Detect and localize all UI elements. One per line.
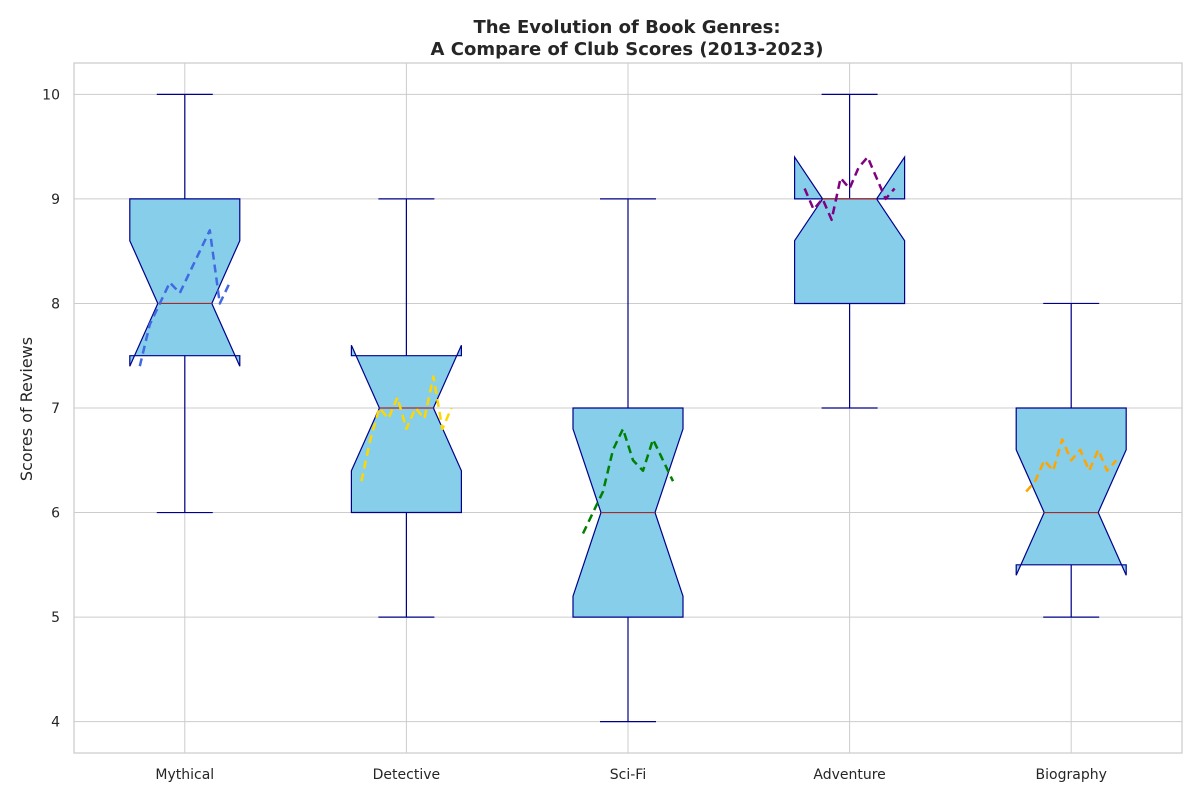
y-tick-label: 8 xyxy=(51,296,60,312)
y-tick-label: 9 xyxy=(51,192,60,208)
plot-frame xyxy=(73,62,1183,754)
x-tick-label: Mythical xyxy=(155,767,214,783)
box-adventure xyxy=(793,93,906,409)
box-sci-fi xyxy=(572,198,684,723)
trend-line-adventure xyxy=(803,155,896,222)
boxes xyxy=(129,93,1127,723)
y-axis-label: Scores of Reviews xyxy=(17,337,36,481)
x-tick-label: Biography xyxy=(1036,767,1107,783)
trend-lines xyxy=(138,155,1118,535)
x-tick-label: Adventure xyxy=(813,767,885,783)
chart-title-line-1: The Evolution of Book Genres: xyxy=(473,17,780,38)
x-axis-ticks: Mythical Detective Sci-Fi Adventure Biograph… xyxy=(155,767,1106,783)
trend-line-detective xyxy=(360,375,453,482)
box-biography xyxy=(1015,302,1127,618)
y-tick-label: 7 xyxy=(51,401,60,417)
y-tick-label: 6 xyxy=(51,506,60,522)
box-body xyxy=(1015,407,1127,576)
y-tick-label: 5 xyxy=(51,610,60,626)
trend-line-biography xyxy=(1025,438,1118,493)
box-body xyxy=(793,155,906,305)
chart-title-line-2: A Compare of Club Scores (2013-2023) xyxy=(431,39,824,60)
y-tick-label: 4 xyxy=(51,715,60,731)
x-tick-label: Sci-Fi xyxy=(610,767,646,783)
x-tick-label: Detective xyxy=(373,767,440,783)
y-axis-ticks: 4 5 6 7 8 9 10 xyxy=(42,87,60,730)
trend-line-mythical xyxy=(138,229,231,367)
y-tick-label: 10 xyxy=(42,87,60,103)
